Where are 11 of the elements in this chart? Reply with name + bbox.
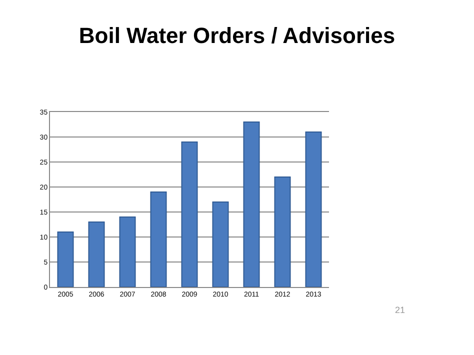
- bar: [274, 176, 291, 287]
- text: 21: [395, 305, 406, 315]
- bar: [57, 232, 74, 287]
- bar: [305, 132, 322, 287]
- bar: [150, 192, 167, 287]
- bar: [212, 202, 229, 287]
- bar: [119, 216, 136, 287]
- chart-title: Boil Water Orders / Advisories: [78, 23, 396, 48]
- bar: [181, 142, 198, 287]
- bar: [88, 222, 105, 287]
- bar: [243, 122, 260, 287]
